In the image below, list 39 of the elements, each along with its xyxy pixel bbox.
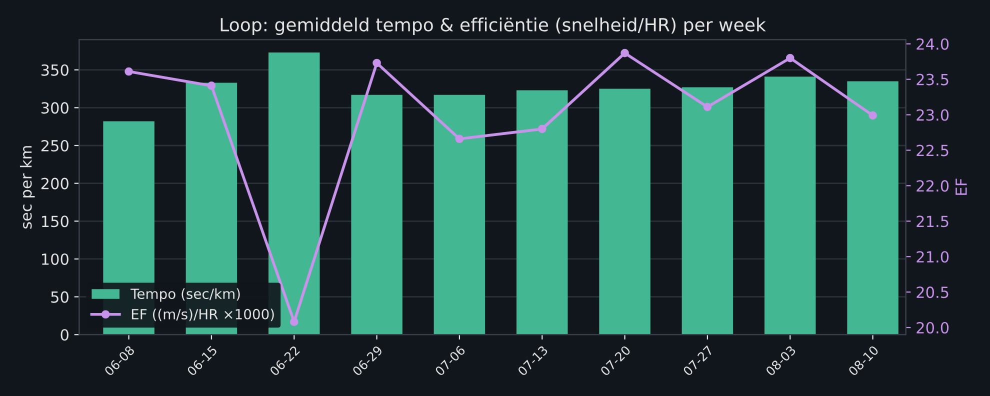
point xyxy=(455,134,464,144)
bar xyxy=(351,94,402,335)
y-tick-label: 250 xyxy=(41,140,68,152)
point xyxy=(868,111,877,120)
y-tick-label: 50 xyxy=(51,291,68,303)
y2-tick-label: 22.0 xyxy=(916,180,949,192)
bar xyxy=(764,76,816,335)
point xyxy=(538,124,546,134)
y-tick-label: 200 xyxy=(41,178,68,190)
y2-tick-label: 21.0 xyxy=(916,251,949,263)
point xyxy=(207,82,216,90)
y2-tick-label: 22.5 xyxy=(916,144,948,156)
y2-tick-label: 23.0 xyxy=(916,109,949,121)
bar xyxy=(434,94,486,335)
y-tick-label: 300 xyxy=(41,102,68,114)
point xyxy=(290,318,298,326)
y2-tick-label: 23.5 xyxy=(916,74,948,86)
y2-tick-label: 20.5 xyxy=(916,286,948,298)
bar xyxy=(516,90,568,335)
bar xyxy=(847,81,898,335)
y2-tick-label: 20.0 xyxy=(916,322,949,334)
y-tick-label: 0 xyxy=(60,329,68,341)
y2-tick-label: 24.0 xyxy=(916,38,949,50)
y-tick-label: 150 xyxy=(42,216,68,228)
y-tick-label: 350 xyxy=(41,64,68,76)
point xyxy=(124,67,133,76)
y-tick-label: 100 xyxy=(42,253,68,265)
point xyxy=(703,102,712,112)
chart-title: Loop: gemiddeld tempo & efficiëntie (snelheid/HR) per week xyxy=(220,18,766,36)
point xyxy=(786,54,794,62)
point xyxy=(620,48,629,58)
y2-tick-label: 21.5 xyxy=(916,216,948,228)
legend-label: Tempo (sec/km) xyxy=(130,288,240,302)
bar xyxy=(682,87,734,335)
legend-label: EF ((m/s)/HR ×1000) xyxy=(132,308,274,322)
point xyxy=(372,58,381,68)
y-axis-title: sec per km xyxy=(20,146,35,229)
bar xyxy=(599,88,650,335)
y2-axis-title: EF xyxy=(956,178,967,195)
